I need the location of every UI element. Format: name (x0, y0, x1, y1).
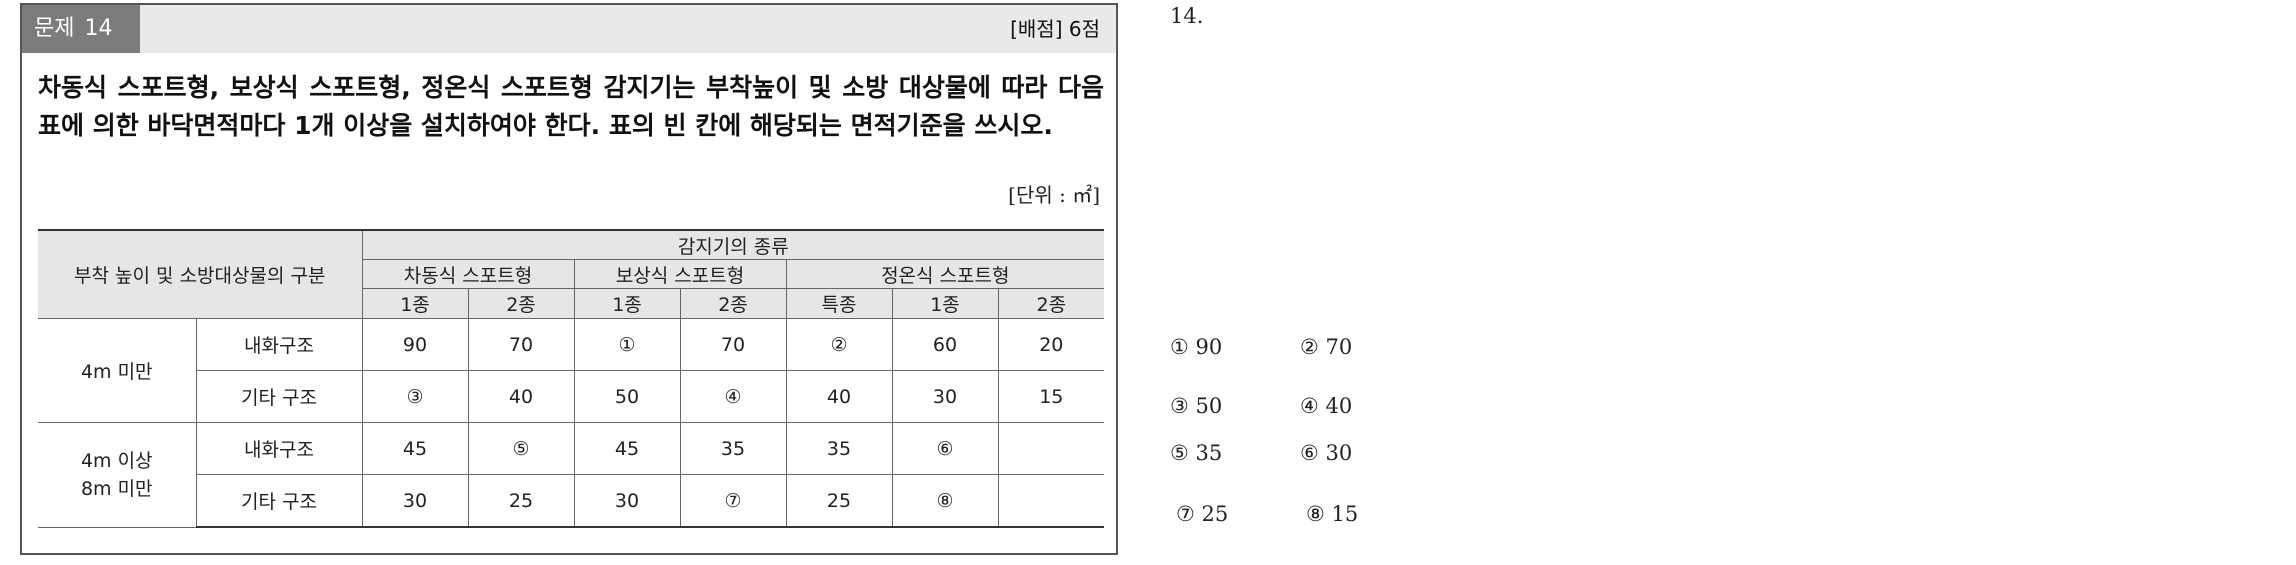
answer-item: ④ 40 (1300, 394, 1353, 418)
table-cell: 70 (679, 318, 787, 371)
grade-header: 1종 (573, 288, 681, 319)
table-cell: 25 (785, 474, 893, 528)
table-cell: 70 (467, 318, 575, 371)
table-cell: ③ (361, 370, 469, 423)
table-cell: ⑦ (679, 474, 787, 528)
table-cell: 50 (573, 370, 681, 423)
table-cell: 40 (467, 370, 575, 423)
answer-item: ⑤ 35 (1170, 441, 1223, 465)
answer-item: ③ 50 (1170, 394, 1223, 418)
question-label: 문제 (34, 16, 75, 41)
table-row: 기타 구조 30 25 30 ⑦ 25 ⑧ (38, 474, 1105, 528)
table-cell: ⑤ (467, 422, 575, 475)
grade-header: 특종 (785, 288, 893, 319)
table-cell (997, 474, 1105, 528)
table-cell: 30 (361, 474, 469, 528)
question-header: 문제 14 [배점] 6점 (22, 5, 1116, 53)
detector-area-table: 부착 높이 및 소방대상물의 구분 감지기의 종류 차동식 스포트형 보상식 스… (38, 229, 1105, 528)
question-box: 문제 14 [배점] 6점 차동식 스포트형, 보상식 스포트형, 정온식 스포트… (20, 3, 1118, 555)
structure-label: 기타 구조 (195, 474, 363, 528)
type-header-fixed-temperature: 정온식 스포트형 (785, 259, 1105, 289)
table-row: 4m 미만 내화구조 90 70 ① 70 ② 60 20 (38, 318, 1105, 423)
table-cell: 25 (467, 474, 575, 528)
grade-header: 1종 (361, 288, 469, 319)
table-row: 4m 이상 8m 미만 내화구조 45 ⑤ 45 35 35 ⑥ (38, 422, 1105, 528)
table-cell: 90 (361, 318, 469, 371)
table-cell: 40 (785, 370, 893, 423)
grade-header: 2종 (467, 288, 575, 319)
question-number: 14 (84, 16, 113, 41)
unit-label: [단위 : ㎡] (1008, 183, 1100, 207)
detector-type-group-header: 감지기의 종류 (361, 229, 1105, 260)
question-tag: 문제 14 (22, 5, 140, 53)
answer-item: ⑥ 30 (1300, 441, 1353, 465)
table-cell: ② (785, 318, 893, 371)
corner-header: 부착 높이 및 소방대상물의 구분 (38, 229, 363, 319)
table-cell: ① (573, 318, 681, 371)
grade-header: 2종 (679, 288, 787, 319)
type-header-compensation: 보상식 스포트형 (573, 259, 787, 289)
table-cell: 35 (785, 422, 893, 475)
answer-item: ⑦ 25 (1176, 502, 1229, 526)
table-cell: 45 (361, 422, 469, 475)
table-cell: 20 (997, 318, 1105, 371)
table-row: 기타 구조 ③ 40 50 ④ 40 30 15 (38, 370, 1105, 423)
table-cell: 45 (573, 422, 681, 475)
answer-question-number: 14. (1170, 4, 1204, 28)
structure-label: 내화구조 (195, 318, 363, 371)
structure-label: 기타 구조 (195, 370, 363, 423)
answer-sheet: 14. ① 90 ② 70 ③ 50 ④ 40 ⑤ 35 ⑥ 30 ⑦ 25 ⑧… (1170, 0, 1570, 560)
table-cell: ⑥ (891, 422, 999, 475)
grade-header: 2종 (997, 288, 1105, 319)
answer-item: ⑧ 15 (1306, 502, 1359, 526)
table-cell: 15 (997, 370, 1105, 423)
type-header-differential: 차동식 스포트형 (361, 259, 575, 289)
table-cell: 60 (891, 318, 999, 371)
question-text: 차동식 스포트형, 보상식 스포트형, 정온식 스포트형 감지기는 부착높이 및… (38, 73, 1104, 140)
table-cell: 35 (679, 422, 787, 475)
table-cell: 30 (573, 474, 681, 528)
table-cell: ⑧ (891, 474, 999, 528)
answer-item: ① 90 (1170, 335, 1223, 359)
table-cell (997, 422, 1105, 475)
table-cell: ④ (679, 370, 787, 423)
structure-label: 내화구조 (195, 422, 363, 475)
answer-item: ② 70 (1300, 335, 1353, 359)
grade-header: 1종 (891, 288, 999, 319)
table-cell: 30 (891, 370, 999, 423)
score-label: [배점] 6점 (1010, 17, 1100, 41)
height-group-under-4m: 4m 미만 (38, 318, 197, 423)
height-group-4m-to-8m: 4m 이상 8m 미만 (38, 422, 197, 528)
